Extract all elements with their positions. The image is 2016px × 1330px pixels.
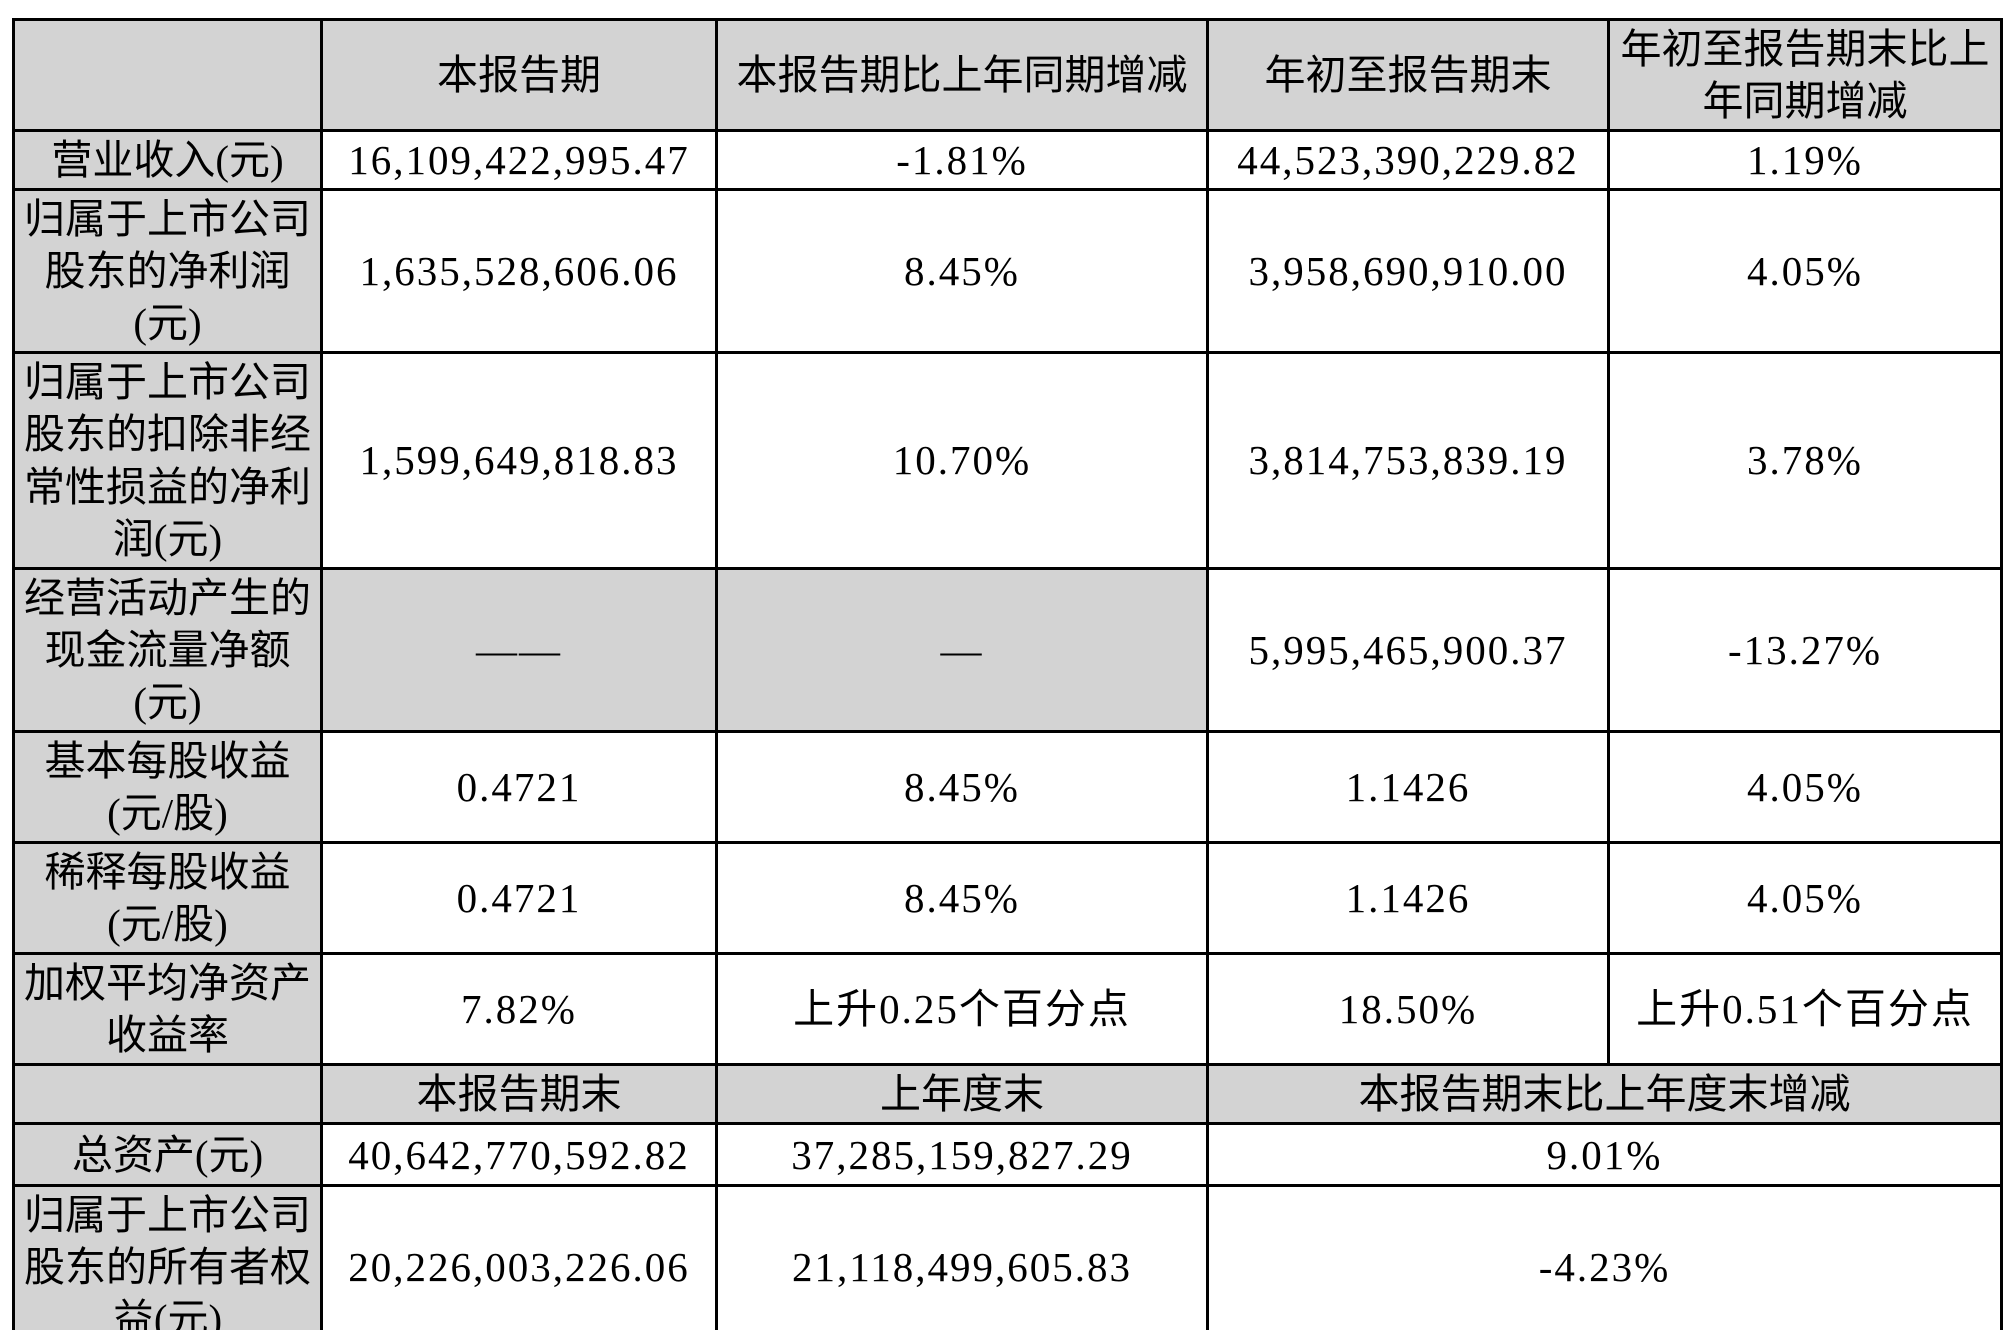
table-row-total-assets: 总资产(元) 40,642,770,592.82 37,285,159,827.… bbox=[12, 1122, 2003, 1188]
cell-value: 20,226,003,226.06 bbox=[320, 1184, 718, 1330]
cell-value: 9.01% bbox=[1206, 1122, 2003, 1188]
row-label: 总资产(元) bbox=[12, 1122, 323, 1188]
row-label: 稀释每股收益(元/股) bbox=[12, 840, 323, 956]
cell-value: 44,523,390,229.82 bbox=[1206, 129, 1610, 192]
column-header-ytd-yoy-change: 年初至报告期末比上年同期增减 bbox=[1607, 17, 2003, 133]
table-row-owners-equity: 归属于上市公司股东的所有者权益(元) 20,226,003,226.06 21,… bbox=[12, 1184, 2003, 1330]
cell-value: 1.1426 bbox=[1206, 729, 1610, 844]
cell-value: 3,814,753,839.19 bbox=[1206, 351, 1610, 570]
cell-value: -13.27% bbox=[1607, 566, 2003, 733]
header-corner-cell bbox=[12, 1063, 323, 1126]
header-row-period: 本报告期 本报告期比上年同期增减 年初至报告期末 年初至报告期末比上年同期增减 bbox=[12, 17, 2003, 133]
cell-value: 21,118,499,605.83 bbox=[715, 1184, 1209, 1330]
table-row-basic-eps: 基本每股收益(元/股) 0.4721 8.45% 1.1426 4.05% bbox=[12, 729, 2003, 844]
cell-value: 8.45% bbox=[715, 188, 1209, 355]
row-label: 归属于上市公司股东的扣除非经常性损益的净利润(元) bbox=[12, 351, 323, 570]
cell-value: 10.70% bbox=[715, 351, 1209, 570]
column-header-yoy-change: 本报告期比上年同期增减 bbox=[715, 17, 1209, 133]
column-header-current-period-end: 本报告期末 bbox=[320, 1063, 718, 1126]
cell-value: 1,635,528,606.06 bbox=[320, 188, 718, 355]
table-row-weighted-avg-roe: 加权平均净资产收益率 7.82% 上升0.25个百分点 18.50% 上升0.5… bbox=[12, 952, 2003, 1067]
cell-value: 8.45% bbox=[715, 729, 1209, 844]
cell-value: 1,599,649,818.83 bbox=[320, 351, 718, 570]
cell-value-dash: —— bbox=[320, 566, 718, 733]
cell-value: 40,642,770,592.82 bbox=[320, 1122, 718, 1188]
cell-value: 4.05% bbox=[1607, 729, 2003, 844]
cell-value: 3.78% bbox=[1607, 351, 2003, 570]
cell-value: 3,958,690,910.00 bbox=[1206, 188, 1610, 355]
cell-value: 1.19% bbox=[1607, 129, 2003, 192]
cell-value: 上升0.25个百分点 bbox=[715, 952, 1209, 1067]
cell-value: 18.50% bbox=[1206, 952, 1610, 1067]
row-label: 营业收入(元) bbox=[12, 129, 323, 192]
cell-value: 4.05% bbox=[1607, 840, 2003, 956]
header-row-period-end: 本报告期末 上年度末 本报告期末比上年度末增减 bbox=[12, 1063, 2003, 1126]
cell-value-dash: — bbox=[715, 566, 1209, 733]
financial-summary-table: 本报告期 本报告期比上年同期增减 年初至报告期末 年初至报告期末比上年同期增减 … bbox=[12, 17, 2003, 1330]
column-header-year-to-date: 年初至报告期末 bbox=[1206, 17, 1610, 133]
column-header-period-end-change: 本报告期末比上年度末增减 bbox=[1206, 1063, 2003, 1126]
cell-value: 7.82% bbox=[320, 952, 718, 1067]
column-header-current-period: 本报告期 bbox=[320, 17, 718, 133]
cell-value: 上升0.51个百分点 bbox=[1607, 952, 2003, 1067]
cell-value: 5,995,465,900.37 bbox=[1206, 566, 1610, 733]
cell-value: 4.05% bbox=[1607, 188, 2003, 355]
column-header-prior-year-end: 上年度末 bbox=[715, 1063, 1209, 1126]
table-row-diluted-eps: 稀释每股收益(元/股) 0.4721 8.45% 1.1426 4.05% bbox=[12, 840, 2003, 956]
table-row-operating-cash-flow: 经营活动产生的现金流量净额(元) —— — 5,995,465,900.37 -… bbox=[12, 566, 2003, 733]
row-label: 归属于上市公司股东的净利润(元) bbox=[12, 188, 323, 355]
row-label: 归属于上市公司股东的所有者权益(元) bbox=[12, 1184, 323, 1330]
cell-value: 1.1426 bbox=[1206, 840, 1610, 956]
cell-value: 8.45% bbox=[715, 840, 1209, 956]
header-corner-cell bbox=[12, 17, 323, 133]
row-label: 经营活动产生的现金流量净额(元) bbox=[12, 566, 323, 733]
cell-value: -4.23% bbox=[1206, 1184, 2003, 1330]
cell-value: -1.81% bbox=[715, 129, 1209, 192]
table-row-operating-revenue: 营业收入(元) 16,109,422,995.47 -1.81% 44,523,… bbox=[12, 129, 2003, 192]
cell-value: 0.4721 bbox=[320, 840, 718, 956]
cell-value: 0.4721 bbox=[320, 729, 718, 844]
table-row-net-profit-excl-nonrecurring: 归属于上市公司股东的扣除非经常性损益的净利润(元) 1,599,649,818.… bbox=[12, 351, 2003, 570]
cell-value: 16,109,422,995.47 bbox=[320, 129, 718, 192]
row-label: 基本每股收益(元/股) bbox=[12, 729, 323, 844]
table-row-net-profit: 归属于上市公司股东的净利润(元) 1,635,528,606.06 8.45% … bbox=[12, 188, 2003, 355]
cell-value: 37,285,159,827.29 bbox=[715, 1122, 1209, 1188]
row-label: 加权平均净资产收益率 bbox=[12, 952, 323, 1067]
